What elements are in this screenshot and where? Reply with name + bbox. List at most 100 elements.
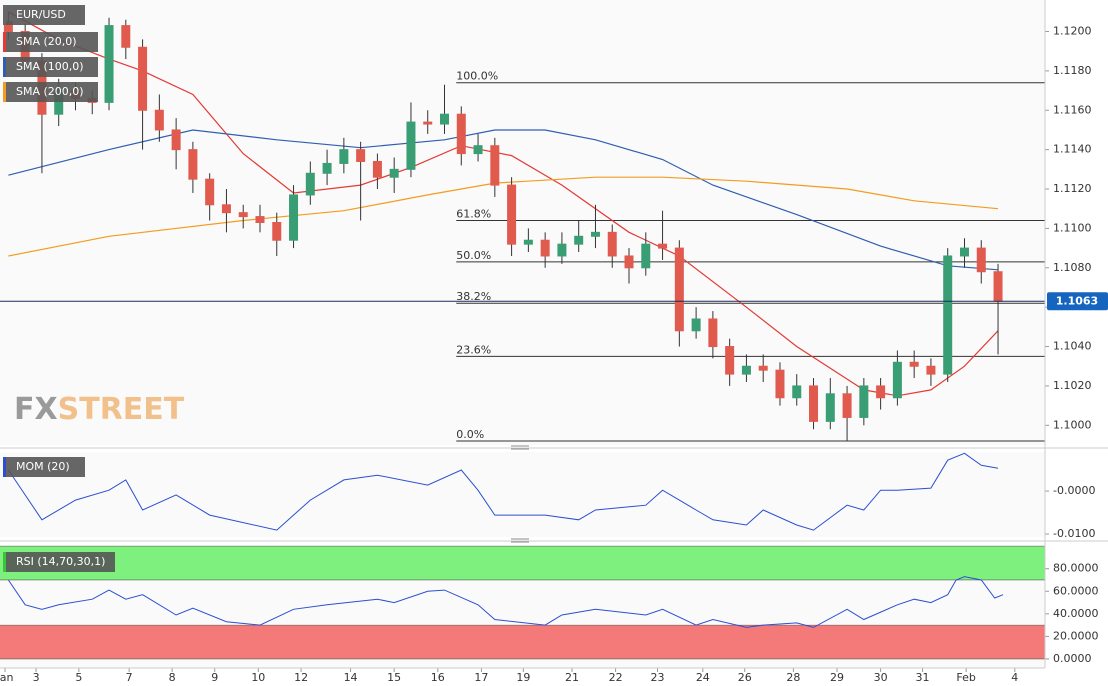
candle-body (221, 204, 231, 214)
legend-box (3, 82, 98, 102)
candle-body (909, 361, 919, 367)
y-tick-label: 1.1120 (1053, 182, 1092, 195)
y-tick-label: 0.0000 (1053, 652, 1092, 665)
x-tick-label: 29 (830, 671, 844, 684)
splitter-handle[interactable] (511, 445, 529, 543)
x-tick-label: 16 (431, 671, 445, 684)
candle-body (255, 216, 265, 224)
y-tick-label: 1.1040 (1053, 340, 1092, 353)
candle-body (959, 247, 969, 257)
candle-body (641, 243, 651, 269)
candle-body (607, 231, 617, 257)
candle-body (440, 113, 450, 125)
candle-body (507, 184, 517, 245)
x-tick-label: 15 (387, 671, 401, 684)
x-tick-label: 7 (126, 671, 133, 684)
x-tick-label: 31 (916, 671, 930, 684)
legend-label: EUR/USD (16, 8, 66, 21)
candle-body (138, 46, 148, 111)
x-tick-label: 19 (516, 671, 530, 684)
legend-box (3, 5, 85, 25)
candle-body (658, 243, 668, 249)
candle-body (741, 365, 751, 375)
candle-body (859, 385, 869, 418)
y-tick-label: 1.1000 (1053, 418, 1092, 431)
x-tick-label: Feb (956, 671, 975, 684)
candle-body (423, 121, 433, 125)
legend-stripe (3, 552, 6, 572)
sma-line (8, 11, 999, 397)
y-tick-label: 1.1160 (1053, 103, 1092, 116)
candle-body (356, 149, 366, 162)
candle-body (540, 239, 550, 257)
fib-label: 38.2% (456, 290, 491, 303)
rsi-band (0, 546, 1045, 580)
x-tick-label: 9 (211, 671, 218, 684)
candle-body (188, 149, 198, 180)
candle-body (389, 168, 399, 178)
candle-body (825, 393, 835, 422)
candle-body (305, 172, 315, 196)
candle-body (372, 160, 382, 178)
legend-box (3, 57, 98, 77)
x-tick-label: Jan (0, 671, 14, 684)
candle-body (272, 222, 282, 241)
y-tick-label: -0.0100 (1053, 527, 1095, 540)
candle-body (758, 365, 768, 371)
legend-label: SMA (20,0) (16, 35, 77, 48)
watermark-part: FX (14, 392, 58, 427)
indicator-line (7, 576, 1004, 628)
fib-label: 0.0% (456, 428, 484, 441)
legend-label: SMA (100,0) (16, 60, 84, 73)
y-tick-label: 1.1080 (1053, 261, 1092, 274)
legend-label: SMA (200,0) (16, 85, 84, 98)
candle-body (943, 255, 953, 375)
watermark: FXSTREET (14, 392, 185, 427)
candle-body (674, 247, 684, 332)
candle-body (238, 212, 248, 218)
mom-panel (0, 452, 1045, 537)
candle-body (809, 385, 819, 422)
y-tick-label: 1.1180 (1053, 64, 1092, 77)
candle-body (574, 235, 584, 245)
x-tick-label: 24 (696, 671, 710, 684)
candle-body (154, 109, 164, 131)
candle-body (205, 178, 215, 206)
legend-label: MOM (20) (16, 460, 70, 473)
x-tick-label: 4 (1011, 671, 1018, 684)
y-tick-label: 60.0000 (1053, 584, 1099, 597)
candle-body (406, 121, 416, 170)
legend-box (3, 32, 98, 52)
legend-stripe (3, 32, 6, 52)
x-tick-label: 12 (294, 671, 308, 684)
x-tick-label: 22 (609, 671, 623, 684)
y-tick-label: 1.1140 (1053, 143, 1092, 156)
candle-body (322, 162, 332, 174)
candle-body (876, 385, 886, 399)
x-tick-label: 5 (75, 671, 82, 684)
candle-body (121, 25, 131, 48)
candle-body (691, 318, 701, 332)
x-tick-label: 8 (169, 671, 176, 684)
fib-label: 100.0% (456, 70, 498, 83)
y-tick-label: -0.0000 (1053, 484, 1095, 497)
x-tick-label: 26 (738, 671, 752, 684)
x-tick-label: 10 (251, 671, 265, 684)
y-tick-label: 1.1100 (1053, 221, 1092, 234)
legend-stripe (3, 5, 6, 25)
plot-layer: 1.10001.10201.10401.10601.10801.11001.11… (0, 5, 1108, 684)
x-tick-label: 28 (786, 671, 800, 684)
indicator-line (7, 452, 999, 531)
sma-line (8, 176, 999, 257)
candle-body (926, 365, 936, 375)
candle-body (993, 271, 1003, 302)
candle-body (842, 393, 852, 418)
rsi-band (0, 625, 1045, 659)
y-tick-label: 40.0000 (1053, 607, 1099, 620)
watermark-part: STREET (58, 392, 185, 427)
legend-stripe (3, 457, 6, 477)
candle-body (473, 145, 483, 155)
fib-label: 23.6% (456, 343, 491, 356)
candle-body (557, 243, 567, 257)
